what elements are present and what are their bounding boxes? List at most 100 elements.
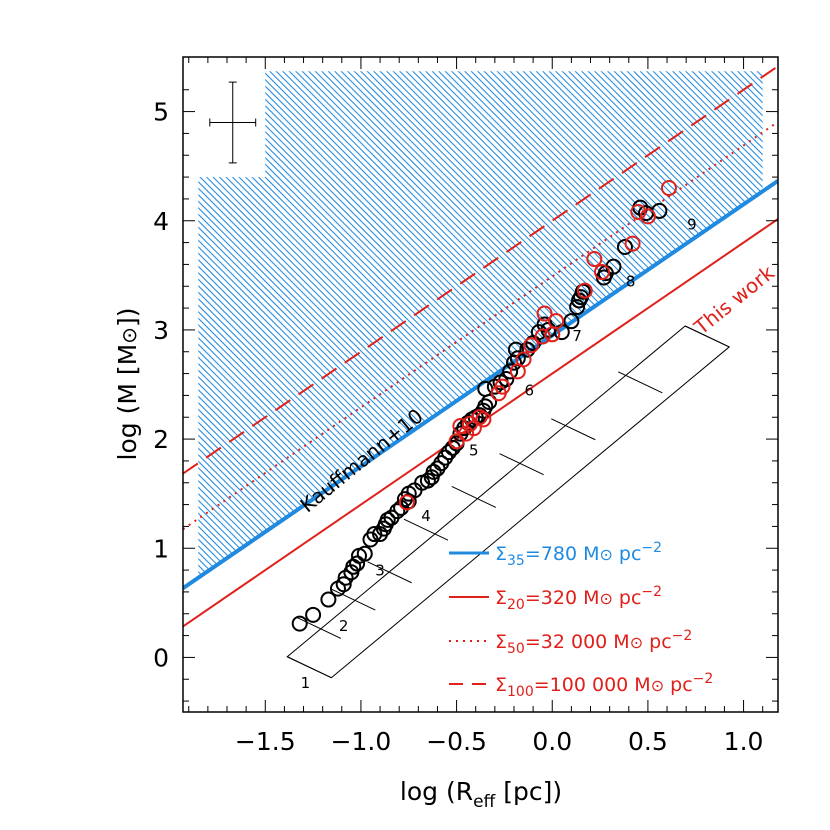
data-point [398, 494, 415, 511]
hatch-stroke [729, 71, 763, 578]
hatch-stroke [198, 71, 665, 578]
hatch-stroke [198, 71, 763, 578]
bin-divider [287, 656, 332, 679]
hatch-stroke [709, 71, 763, 578]
hatch-stroke [612, 71, 763, 578]
hatch-stroke [198, 71, 561, 578]
hatch-stroke [462, 71, 763, 578]
hatch-stroke [821, 50, 830, 810]
bin-label: 9 [687, 215, 697, 233]
bin-divider [684, 325, 730, 348]
hatch-stroke [198, 71, 203, 578]
data-point [569, 298, 586, 315]
hatch-stroke [0, 50, 131, 810]
hatch-stroke [345, 71, 763, 578]
hatch-stroke [443, 71, 763, 578]
hatch-stroke [638, 71, 763, 578]
hatch-stroke [391, 71, 763, 578]
bin-label: 1 [301, 674, 311, 692]
hatch-stroke [469, 71, 763, 578]
hatch-stroke [631, 71, 763, 578]
hatch-stroke [521, 71, 763, 578]
hatch-stroke [508, 71, 763, 578]
data-point [616, 238, 633, 255]
hatch-stroke [657, 71, 763, 578]
hatch-stroke [586, 71, 763, 578]
hatch-stroke [690, 71, 763, 578]
hatch-stroke [547, 71, 763, 578]
hatch-stroke [198, 71, 444, 578]
bin-divider [296, 617, 342, 639]
y-tick-label: 3 [153, 316, 169, 345]
hatch-stroke [748, 71, 763, 578]
this-work-label: This work [689, 260, 780, 340]
data-point [507, 341, 524, 358]
bin-divider [403, 518, 449, 541]
hatch-stroke [808, 50, 830, 810]
legend-entry-sigma50: Σ50=32 000 M⊙ pc−2 [495, 628, 692, 657]
bin-label: 6 [525, 381, 535, 399]
hatch-stroke [198, 71, 619, 578]
bin-label: 4 [421, 507, 431, 525]
hatch-stroke [488, 71, 763, 578]
hatch-stroke [198, 71, 691, 578]
data-point [349, 555, 366, 572]
hatch-stroke [198, 71, 353, 578]
data-point [630, 204, 647, 221]
bin-grid [286, 325, 731, 679]
hatch-stroke [735, 71, 763, 578]
hatch-stroke [579, 71, 763, 578]
data-point [498, 371, 515, 388]
hatch-stroke [198, 71, 704, 578]
bin-divider [451, 486, 497, 508]
hatch-stroke [0, 50, 125, 810]
error-bar [209, 81, 257, 164]
data-point [593, 264, 610, 281]
hatch-stroke [198, 71, 626, 578]
hatch-stroke [198, 71, 509, 578]
bin-label: 5 [469, 441, 479, 459]
hatch-stroke [495, 71, 763, 578]
hatch-stroke [198, 71, 697, 578]
hatch-stroke [198, 71, 658, 578]
hatch-stroke [198, 71, 723, 578]
bin-label: 7 [572, 327, 582, 345]
y-tick-label: 1 [153, 534, 169, 563]
hatch-stroke [573, 71, 763, 578]
y-tick-label: 2 [153, 425, 169, 454]
hatch-stroke [0, 50, 177, 810]
bin-divider [617, 371, 663, 394]
hatch-stroke [449, 71, 763, 578]
hatch-stroke [198, 71, 600, 578]
hatch-stroke [198, 71, 678, 578]
hatch-stroke [397, 71, 763, 578]
hatch-stroke [456, 71, 763, 578]
hatch-stroke [198, 71, 763, 578]
hatch-stroke [198, 71, 730, 578]
line-sigma50 [183, 121, 778, 531]
x-tick-label: 1.0 [724, 727, 764, 756]
hatch-stroke [198, 71, 580, 578]
x-axis-title: log (Reff [pc]) [400, 777, 562, 812]
hatch-stroke [651, 71, 763, 578]
x-tick-label: 0.0 [532, 727, 572, 756]
hatch-stroke [198, 71, 763, 578]
hatch-stroke [0, 50, 47, 810]
hatch-stroke [198, 71, 763, 578]
hatch-stroke [198, 71, 763, 578]
hatch-stroke [540, 71, 763, 578]
hatch-stroke [775, 50, 830, 810]
hatch-stroke [801, 50, 830, 810]
hatch-stroke [198, 71, 515, 578]
hatch-stroke [198, 71, 632, 578]
hatch-stroke [605, 71, 763, 578]
hatch-stroke [198, 71, 743, 578]
data-point [448, 433, 465, 450]
hatch-stroke [198, 71, 294, 578]
hatch-stroke [198, 71, 210, 578]
hatch-stroke [0, 50, 79, 810]
hatch-stroke [198, 71, 645, 578]
hatch-stroke [198, 71, 606, 578]
hatch-stroke [198, 71, 652, 578]
data-point [548, 313, 565, 330]
